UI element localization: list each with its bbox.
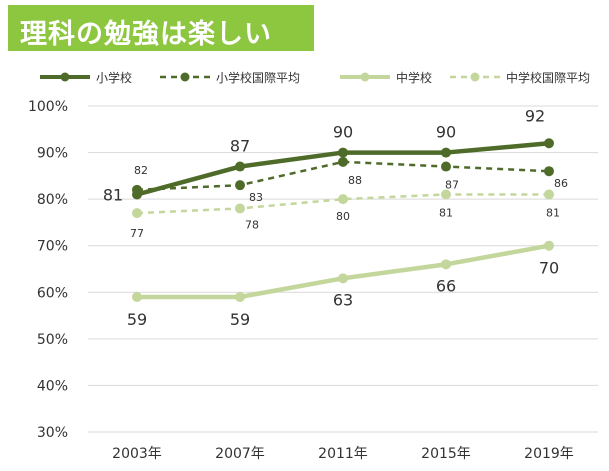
x-tick-label: 2015年	[421, 446, 471, 462]
data-label: 59	[127, 310, 147, 329]
data-label: 81	[439, 206, 453, 219]
x-tick-label: 2007年	[215, 446, 265, 462]
data-point	[544, 189, 554, 200]
data-label: 63	[333, 290, 353, 309]
data-point	[544, 138, 554, 149]
chart-title: 理科の勉強は楽しい	[20, 19, 272, 50]
data-label: 92	[525, 106, 545, 125]
y-tick-label: 90%	[37, 146, 68, 162]
data-label: 82	[134, 164, 148, 177]
data-point	[441, 189, 451, 200]
legend-label: 小学校	[96, 70, 132, 85]
data-label: 81	[546, 206, 560, 219]
title-banner: 理科の勉強は楽しい	[8, 5, 314, 51]
x-tick-label: 2019年	[524, 446, 574, 462]
data-label: 70	[539, 259, 559, 278]
y-tick-label: 60%	[37, 285, 68, 301]
data-label: 87	[230, 137, 250, 156]
x-tick-label: 2003年	[112, 446, 162, 462]
legend-marker	[180, 72, 190, 82]
series-line	[136, 193, 549, 215]
data-point	[441, 161, 451, 172]
y-tick-label: 80%	[37, 192, 68, 208]
data-label: 90	[333, 123, 353, 142]
data-label: 81	[103, 185, 123, 204]
data-point	[132, 291, 142, 302]
legend-label: 中学校	[396, 70, 432, 85]
data-point	[338, 273, 348, 284]
legend-marker	[470, 72, 480, 82]
data-point	[441, 147, 451, 158]
data-label: 59	[230, 310, 250, 329]
data-point	[544, 240, 554, 251]
y-tick-label: 100%	[28, 99, 68, 115]
data-point	[338, 194, 348, 205]
data-point	[338, 156, 348, 167]
y-tick-label: 70%	[37, 239, 68, 255]
data-point	[235, 203, 245, 214]
data-label: 83	[249, 191, 263, 204]
data-point	[235, 180, 245, 191]
legend-marker	[60, 72, 70, 82]
data-point	[235, 161, 245, 172]
series-line	[136, 160, 550, 192]
data-point	[235, 291, 245, 302]
data-label: 78	[245, 218, 259, 231]
y-tick-label: 40%	[37, 378, 68, 394]
legend-label: 小学校国際平均	[216, 70, 300, 85]
data-point	[544, 166, 554, 177]
legend-marker	[360, 72, 370, 82]
x-tick-label: 2011年	[318, 446, 368, 462]
data-point	[441, 259, 451, 270]
data-label: 87	[445, 179, 459, 192]
data-label: 88	[348, 174, 362, 187]
series-line	[137, 243, 550, 300]
data-point	[132, 208, 142, 219]
data-label: 90	[436, 123, 456, 142]
legend-label: 中学校国際平均	[506, 70, 590, 85]
data-point	[132, 189, 142, 200]
data-label: 80	[336, 210, 350, 223]
data-label: 86	[554, 177, 568, 190]
y-tick-label: 50%	[37, 332, 68, 348]
data-label: 66	[436, 276, 456, 295]
y-tick-label: 30%	[37, 425, 68, 441]
data-label: 77	[130, 227, 144, 240]
data-point	[338, 147, 348, 158]
